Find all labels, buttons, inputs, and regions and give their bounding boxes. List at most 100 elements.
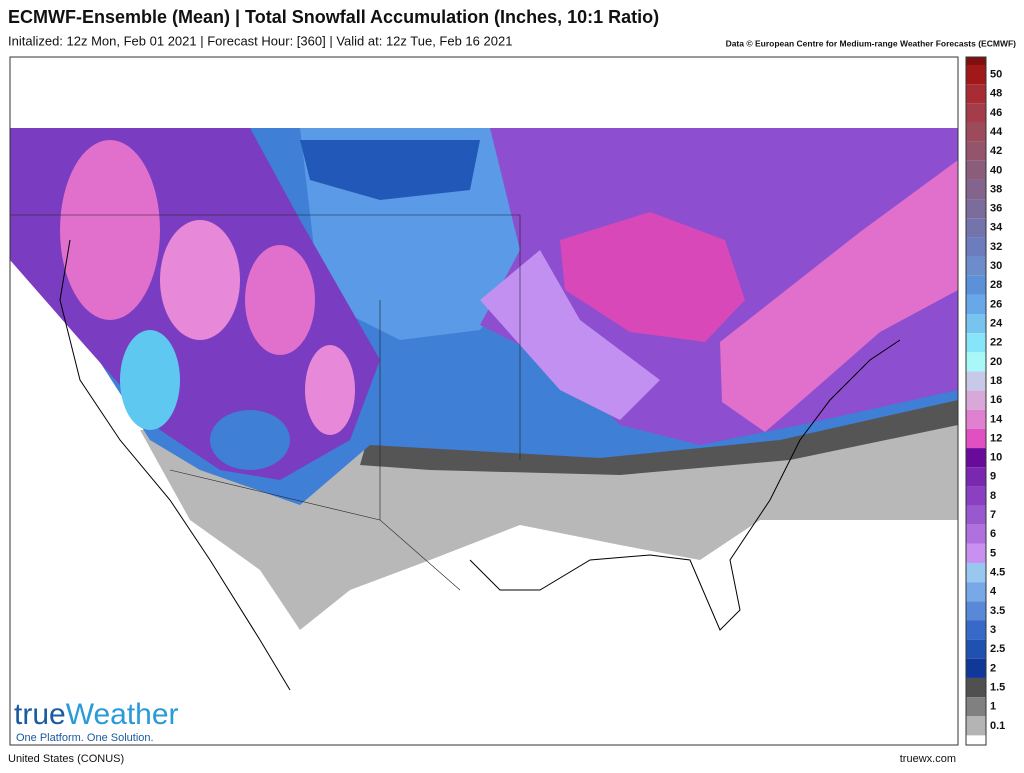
logo: trueWeather [14, 698, 179, 731]
legend-swatch [966, 237, 986, 257]
legend-label: 26 [990, 298, 1002, 310]
legend-label: 16 [990, 394, 1002, 406]
legend-label: 10 [990, 452, 1002, 464]
legend-label: 24 [990, 317, 1003, 329]
legend-swatch [966, 601, 986, 621]
legend-swatch-empty [966, 735, 986, 745]
legend-label: 0.1 [990, 720, 1005, 732]
map-frame [9, 56, 959, 746]
legend-swatch [966, 505, 986, 525]
legend-swatch [966, 582, 986, 602]
no-data-area [10, 57, 958, 128]
legend-label: 1.5 [990, 681, 1005, 693]
snow-band-light-purple [480, 250, 660, 420]
legend-frame [965, 56, 987, 746]
legend-label: 18 [990, 375, 1002, 387]
legend-swatch [966, 160, 986, 180]
legend-label: 42 [990, 145, 1002, 157]
legend-label: 7 [990, 509, 996, 521]
legend-label: 20 [990, 356, 1002, 368]
snow-band-mountain [245, 245, 315, 355]
legend-swatch [966, 199, 986, 219]
legend-label: 32 [990, 241, 1002, 253]
legend-swatch [966, 65, 986, 85]
legend-label: 38 [990, 183, 1002, 195]
legend-label: 28 [990, 279, 1002, 291]
legend-label: 14 [990, 413, 1003, 425]
legend-swatch [966, 524, 986, 544]
logo-part: Weather [66, 698, 179, 731]
snow-band-mountain [210, 410, 290, 470]
borders [10, 214, 521, 591]
legend-swatch [966, 314, 986, 334]
legend-swatch [966, 371, 986, 391]
legend-label: 3.5 [990, 605, 1005, 617]
legend-swatch [966, 218, 986, 238]
snow-band-dark-blue [300, 140, 480, 200]
subtitle: Initalized: 12z Mon, Feb 01 2021 | Forec… [8, 33, 512, 48]
legend-swatch [966, 390, 986, 410]
legend-label: 36 [990, 203, 1002, 215]
legend-swatch [966, 563, 986, 583]
legend-swatch [966, 620, 986, 640]
legend-swatch [966, 122, 986, 142]
legend-swatch [966, 103, 986, 123]
legend-swatch [966, 639, 986, 659]
snow-band-mountain [60, 140, 160, 320]
legend-swatch [966, 467, 986, 487]
legend-label: 34 [990, 222, 1003, 234]
legend-label: 50 [990, 68, 1002, 80]
legend-label: 4 [990, 586, 997, 598]
coastline [59, 239, 901, 691]
legend-label: 22 [990, 337, 1002, 349]
legend-label: 46 [990, 107, 1002, 119]
snow-band-dark-gray [360, 395, 958, 475]
legend-swatch [966, 543, 986, 564]
credit: Data © European Centre for Medium-range … [726, 38, 1017, 48]
legend-label: 9 [990, 471, 996, 483]
legend-swatch [966, 333, 986, 353]
snow-band-mountain [160, 220, 240, 340]
legend-swatch [966, 84, 986, 104]
legend-swatch [966, 275, 986, 295]
snow-band-great-lakes [560, 212, 745, 342]
legend-swatch [966, 486, 986, 506]
legend-label: 4.5 [990, 567, 1005, 579]
map [9, 56, 959, 746]
legend-label: 12 [990, 432, 1002, 444]
legend-swatch [966, 658, 986, 678]
legend-swatch [966, 352, 986, 372]
footer-region: United States (CONUS) [8, 753, 124, 765]
legend-label: 40 [990, 164, 1002, 176]
snow-band-mountain [120, 330, 180, 430]
legend-label: 2 [990, 662, 996, 674]
legend-label: 30 [990, 260, 1002, 272]
legend-swatch [966, 179, 986, 200]
legend-label: 8 [990, 490, 996, 502]
legend-label: 48 [990, 88, 1002, 100]
logo-tagline: One Platform. One Solution. [16, 732, 154, 744]
legend-label: 44 [990, 126, 1003, 138]
legend-swatch [966, 697, 986, 717]
legend-swatch [966, 677, 986, 698]
snow-band-mountain [305, 345, 355, 435]
legend-label: 6 [990, 528, 996, 540]
footer-site: truewx.com [900, 753, 956, 765]
legend-swatch [966, 716, 986, 736]
legend-label: 5 [990, 547, 996, 559]
legend-label: 1 [990, 701, 996, 713]
legend-swatch [966, 409, 986, 429]
logo-part: true [14, 698, 66, 731]
legend-swatch [966, 256, 986, 276]
legend-overflow [966, 57, 986, 65]
legend: 5048464442403836343230282624222018161412… [965, 56, 1005, 746]
title: ECMWF-Ensemble (Mean) | Total Snowfall A… [8, 7, 659, 27]
legend-label: 3 [990, 624, 996, 636]
legend-swatch [966, 428, 986, 449]
legend-swatch [966, 294, 986, 315]
legend-swatch [966, 448, 986, 468]
snow-band-northeast [720, 160, 958, 432]
legend-label: 2.5 [990, 643, 1005, 655]
